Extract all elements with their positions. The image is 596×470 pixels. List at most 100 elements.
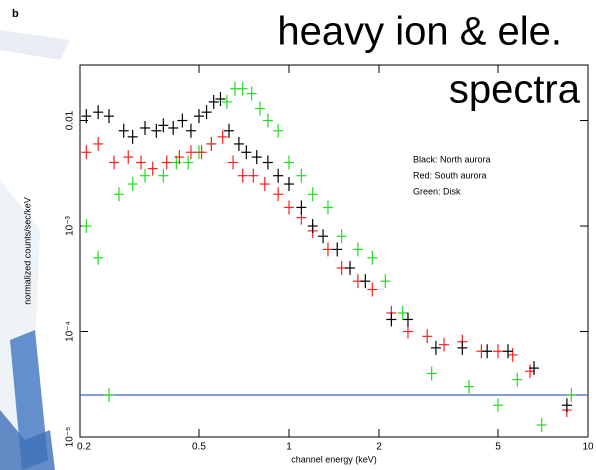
y-tick-label: 10⁻⁴ bbox=[65, 321, 76, 342]
data-point bbox=[136, 155, 147, 170]
data-point bbox=[248, 168, 259, 183]
data-point bbox=[296, 200, 307, 215]
data-point bbox=[397, 305, 408, 320]
data-point bbox=[422, 329, 433, 344]
data-point bbox=[127, 129, 138, 144]
data-point bbox=[283, 200, 294, 215]
data-point bbox=[177, 113, 188, 128]
data-point bbox=[103, 109, 114, 124]
data-point bbox=[336, 229, 347, 244]
data-point bbox=[193, 109, 204, 124]
y-tick-label: 0.01 bbox=[65, 110, 76, 130]
data-point bbox=[525, 364, 536, 379]
y-axis-label: normalized counts/sec/keV bbox=[22, 197, 32, 305]
data-point bbox=[262, 113, 273, 128]
data-point bbox=[93, 136, 104, 151]
data-point bbox=[386, 312, 397, 327]
data-point bbox=[283, 177, 294, 192]
data-point bbox=[457, 340, 468, 355]
x-tick-label: 5 bbox=[495, 442, 501, 453]
data-point bbox=[529, 361, 540, 376]
data-point bbox=[93, 105, 104, 120]
data-point bbox=[322, 200, 333, 215]
x-tick-label: 0.5 bbox=[192, 442, 206, 453]
data-point bbox=[262, 155, 273, 170]
plot-frame bbox=[79, 64, 589, 438]
data-point bbox=[536, 417, 547, 432]
data-point bbox=[185, 123, 196, 138]
data-point bbox=[307, 219, 318, 234]
decor-band bbox=[0, 30, 70, 60]
data-point bbox=[464, 379, 475, 394]
y-tick-label: 10⁻⁵ bbox=[65, 427, 76, 448]
data-point bbox=[123, 150, 134, 165]
data-point bbox=[561, 398, 572, 413]
data-point bbox=[502, 344, 513, 359]
data-point bbox=[237, 81, 248, 96]
chart-subtitle: spectra bbox=[449, 68, 581, 112]
data-point bbox=[367, 282, 378, 297]
data-point bbox=[512, 372, 523, 387]
x-tick-label: 0.2 bbox=[77, 442, 91, 453]
data-point bbox=[241, 145, 252, 160]
data-point bbox=[426, 366, 437, 381]
data-point bbox=[223, 123, 234, 138]
data-point bbox=[217, 129, 228, 144]
data-point bbox=[196, 145, 207, 160]
data-point bbox=[360, 274, 371, 289]
data-point bbox=[273, 187, 284, 202]
data-point bbox=[208, 94, 219, 109]
data-point bbox=[507, 347, 518, 362]
data-point bbox=[109, 155, 120, 170]
data-point bbox=[296, 168, 307, 183]
data-point bbox=[273, 168, 284, 183]
data-point bbox=[81, 109, 92, 124]
annotation: Green: Disk bbox=[413, 186, 461, 196]
data-point bbox=[482, 344, 493, 359]
data-point bbox=[402, 312, 413, 327]
data-point bbox=[221, 94, 232, 109]
data-point bbox=[118, 123, 129, 138]
data-point bbox=[402, 324, 413, 339]
data-point bbox=[201, 105, 212, 120]
data-point bbox=[228, 155, 239, 170]
data-point bbox=[161, 155, 172, 170]
data-point bbox=[430, 340, 441, 355]
data-point bbox=[352, 242, 363, 257]
data-point bbox=[259, 177, 270, 192]
data-point bbox=[322, 242, 333, 257]
decor-arrow bbox=[0, 410, 55, 470]
data-point bbox=[251, 150, 262, 165]
x-axis-label: channel energy (keV) bbox=[291, 454, 377, 464]
data-point bbox=[140, 120, 151, 135]
data-point bbox=[174, 150, 185, 165]
data-point bbox=[215, 91, 226, 106]
chart-title: heavy ion & ele. bbox=[277, 10, 562, 54]
data-point bbox=[273, 123, 284, 138]
data-point bbox=[233, 136, 244, 151]
data-point bbox=[103, 388, 114, 403]
data-point bbox=[151, 123, 162, 138]
data-point bbox=[158, 168, 169, 183]
data-point bbox=[492, 344, 503, 359]
data-point bbox=[246, 86, 257, 101]
data-point bbox=[168, 120, 179, 135]
data-point bbox=[439, 337, 450, 352]
data-point bbox=[206, 136, 217, 151]
data-point bbox=[183, 155, 194, 170]
panel-label: b bbox=[12, 8, 19, 20]
data-point bbox=[345, 260, 356, 275]
data-point bbox=[307, 187, 318, 202]
data-point bbox=[158, 118, 169, 133]
y-tick-label: 10⁻³ bbox=[65, 215, 76, 235]
data-point bbox=[81, 219, 92, 234]
data-point bbox=[140, 168, 151, 183]
x-tick-label: 2 bbox=[376, 442, 382, 453]
data-point bbox=[185, 145, 196, 160]
x-tick-label: 10 bbox=[582, 442, 594, 453]
data-point bbox=[255, 101, 266, 116]
data-point bbox=[147, 161, 158, 176]
